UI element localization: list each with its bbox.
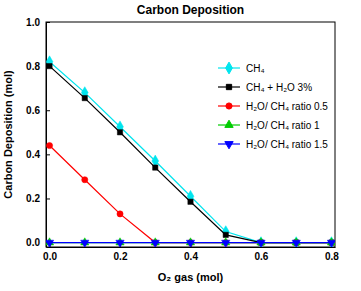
marker [327, 240, 335, 247]
marker [116, 240, 124, 247]
marks [46, 56, 335, 247]
marker [117, 130, 122, 135]
marker [188, 199, 193, 204]
tick-label: 0.2 [26, 193, 40, 204]
legend-entry: H₂O/ CH₄ ratio 1.5 [218, 139, 328, 150]
chart: 0.0 0.2 0.4 0.6 0.8 0.0 0.2 0.4 0.6 0.8 1.0 Carbon … [0, 0, 361, 291]
marker [81, 240, 89, 247]
tick-label: 0.8 [325, 251, 339, 262]
tick-label: 1.0 [26, 17, 40, 28]
legend-marker [226, 84, 231, 89]
marker [151, 240, 159, 247]
tick-mark [46, 110, 50, 111]
title: Carbon Deposition [137, 3, 244, 17]
marker [153, 165, 158, 170]
marker [223, 232, 228, 237]
tick-label: 0.8 [26, 61, 40, 72]
legend-label: CH₄ + H₂O 3% [246, 82, 312, 93]
legend-marker [226, 103, 232, 109]
legend-entry: CH₄ [218, 62, 265, 74]
marker [258, 237, 265, 247]
legend-entry: CH₄ + H₂O 3% [218, 82, 312, 93]
legend-marker [225, 120, 233, 127]
marker [293, 237, 300, 247]
legend-entry: H₂O/ CH₄ ratio 0.5 [218, 101, 328, 112]
marker [46, 240, 54, 247]
tick-label: 0.4 [26, 149, 40, 160]
tick-label: 0.6 [255, 251, 269, 262]
marker [257, 240, 265, 247]
legend-marker [225, 142, 233, 149]
legend: CH₄ CH₄ + H₂O 3% H₂O/ CH₄ ratio 0.5 H₂O/ CH… [218, 62, 328, 150]
plot-frame [46, 22, 335, 247]
marker [222, 240, 230, 247]
marker [117, 211, 123, 217]
legend-label: H₂O/ CH₄ ratio 1 [246, 120, 320, 131]
tick-label: 0.2 [114, 251, 128, 262]
tick-mark [46, 154, 50, 155]
legend-entry: H₂O/ CH₄ ratio 1 [218, 120, 320, 131]
series-line [50, 146, 332, 243]
legend-label: H₂O/ CH₄ ratio 0.5 [246, 101, 328, 112]
legend-label: H₂O/ CH₄ ratio 1.5 [246, 139, 328, 150]
tick-label: 0.6 [26, 105, 40, 116]
y-axis-title: Carbon Deposition (mol) [2, 70, 14, 199]
tick-label: 0.0 [26, 237, 40, 248]
tick-mark [46, 198, 50, 199]
marker [46, 142, 52, 148]
marker [222, 226, 229, 238]
series-line [50, 66, 332, 242]
marker [82, 95, 87, 100]
marker [186, 240, 194, 247]
marker [328, 237, 335, 247]
marker [47, 63, 52, 68]
legend-label: CH₄ [246, 63, 265, 74]
plot: 0.0 0.2 0.4 0.6 0.8 0.0 0.2 0.4 0.6 0.8 1.0 [26, 17, 339, 262]
legend-marker [226, 62, 233, 74]
x-axis-title: O₂ gas (mol) [158, 271, 224, 283]
tick-label: 0.0 [43, 251, 57, 262]
marker [82, 177, 88, 183]
series-line [50, 62, 332, 243]
tick-label: 0.4 [184, 251, 198, 262]
marker [292, 240, 300, 247]
